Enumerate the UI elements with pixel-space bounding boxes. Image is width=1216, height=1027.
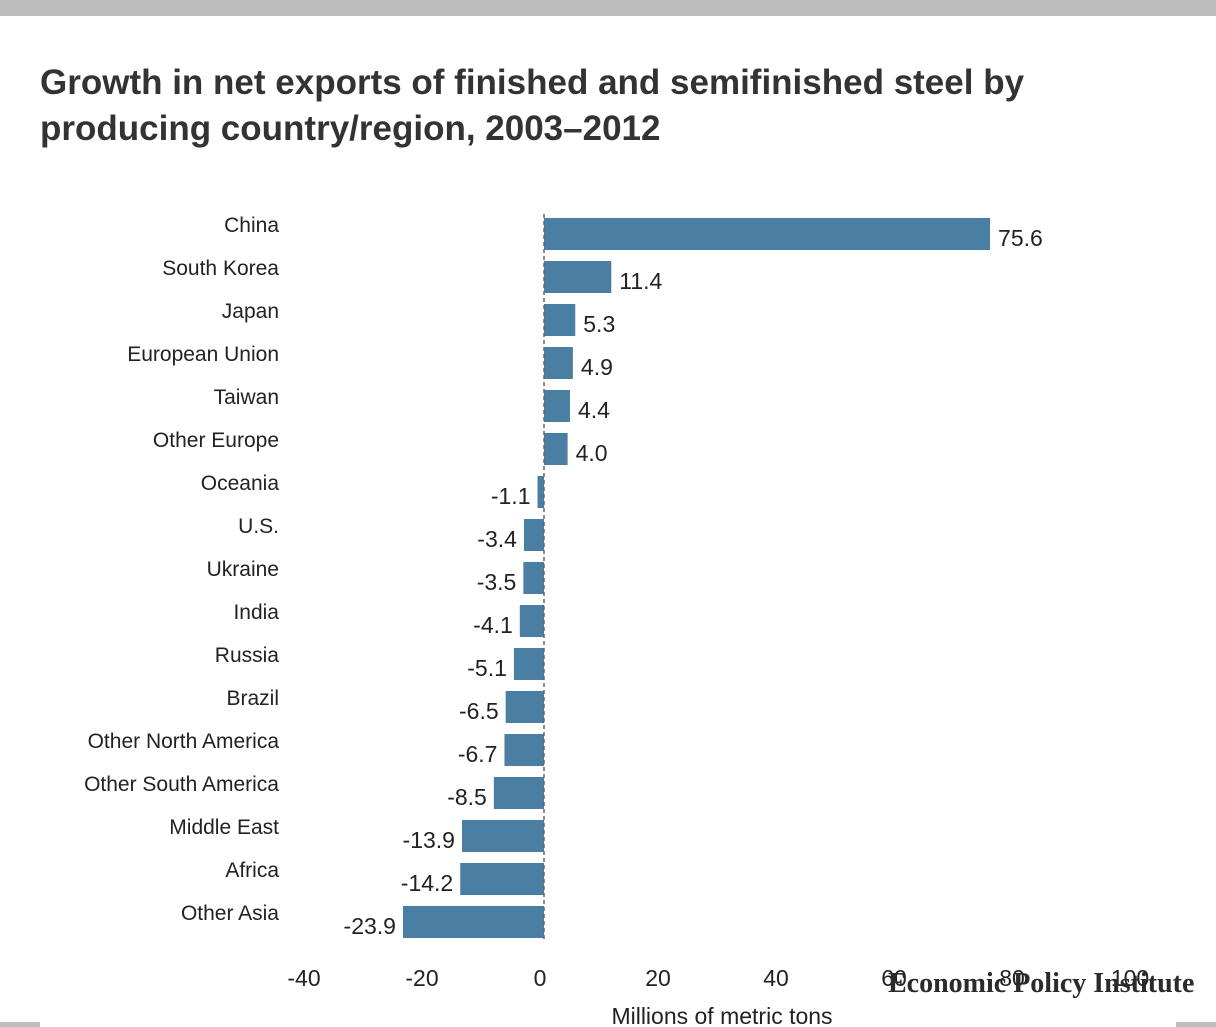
category-labels: China South Korea Japan European Union Taiwa… [84,214,279,925]
bar-south-korea [544,261,612,293]
category-label: Other Europe [153,429,279,452]
epi-logo: Economic Policy Institute [888,968,1195,999]
bar-taiwan [544,390,570,422]
value-label: 4.4 [578,397,610,423]
category-label: U.S. [238,515,279,538]
bar-india [519,605,544,637]
value-label: -1.1 [491,483,531,509]
x-tick-label: 60 [881,965,907,991]
bar-u-s [523,519,544,551]
value-label: -8.5 [447,784,487,810]
category-label: Other Asia [181,902,279,925]
bottom-left-mark [0,1022,40,1027]
x-tick-label: 80 [999,965,1025,991]
category-label: Japan [222,300,279,323]
value-label: 75.6 [998,225,1043,251]
category-label: China [224,214,279,237]
value-label: -14.2 [401,870,453,896]
category-label: Ukraine [207,558,279,581]
bar-china [544,218,991,250]
value-label: -6.5 [459,698,499,724]
x-tick-label: 20 [645,965,671,991]
value-label: 5.3 [583,311,615,337]
value-label: 4.9 [581,354,613,380]
x-tick-label: 100 [1111,965,1149,991]
bar-other-north-america [504,734,544,766]
value-label: -13.9 [403,827,455,853]
bar-ukraine [523,562,544,594]
chart-title: Growth in net exports of finished and se… [40,63,1025,148]
bar-middle-east [461,820,544,852]
bottom-right-mark [1176,1022,1216,1027]
bar-africa [460,863,544,895]
value-label: -6.7 [458,741,498,767]
value-label: -3.4 [477,526,517,552]
category-label: Africa [225,859,279,882]
bars-layer [402,218,991,938]
x-tick-label: 40 [763,965,789,991]
category-label: Other North America [88,730,280,753]
bar-other-asia [402,906,544,938]
bar-russia [513,648,544,680]
value-labels: 75.6 11.45.3 4.9 4.4 4.0 -1.1 -3.4 -3.5 -4.1 -5.1… [344,225,1043,939]
value-label: 4.0 [576,440,608,466]
x-tick-label: 0 [534,965,547,991]
category-label: Other South America [84,773,279,796]
value-label: -5.1 [467,655,507,681]
top-border-bar [0,0,1216,16]
bar-brazil [505,691,544,723]
bar-other-europe [544,433,568,465]
bar-other-south-america [493,777,544,809]
bar-european-union [544,347,573,379]
category-label: India [233,601,279,624]
x-tick-label: -40 [287,965,320,991]
category-label: Middle East [169,816,279,839]
value-label: -23.9 [344,913,396,939]
value-label: -3.5 [477,569,517,595]
x-axis-ticks: -40 -20 0 20 40 60 80 100 [287,965,1149,991]
x-tick-label: -20 [405,965,438,991]
value-label: -4.1 [473,612,513,638]
value-label: 11.4 [619,268,662,294]
category-label: Taiwan [214,386,279,409]
bar-oceania [537,476,544,508]
category-label: South Korea [162,257,279,280]
category-label: Russia [215,644,280,667]
category-label: Oceania [201,472,280,495]
x-axis-title: Millions of metric tons [611,1003,832,1027]
category-label: European Union [127,343,279,366]
bar-japan [544,304,576,336]
category-label: Brazil [226,687,279,710]
